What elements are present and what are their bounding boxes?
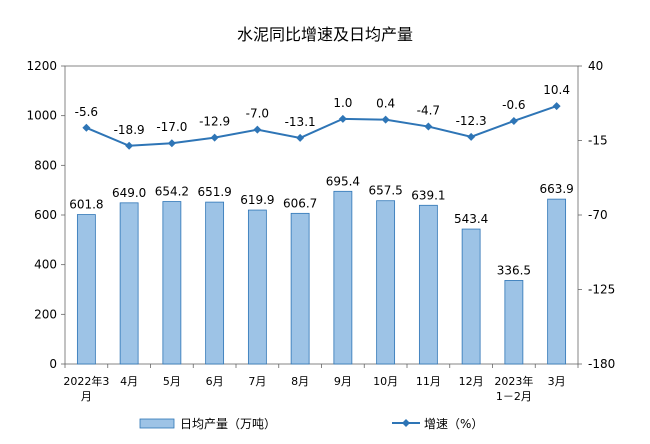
bar [205,201,225,365]
line-value-label: -12.3 [456,114,487,128]
x-tick-label: 11月 [416,375,441,388]
legend-bar-swatch [139,418,175,429]
bar [290,212,310,365]
bar-value-label: 695.4 [326,174,360,188]
line-value-label: 1.0 [333,96,352,110]
plot-area: 0 200 400 600 800 1000 1200 -180 -125 -70 -15 40 202… [26,59,615,403]
line-point [467,132,476,141]
x-tick-label: 7月 [248,375,266,388]
x-tick-label: 5月 [163,375,181,388]
y-left-tick-label: 1000 [26,109,57,123]
bar [461,228,481,365]
line-point [424,122,433,131]
bar [376,200,396,365]
line-value-label: -17.0 [156,120,187,134]
x-tick-label: 6月 [206,375,224,388]
y-left-tick-label: 600 [34,208,57,222]
bar [418,204,438,365]
line-point [509,116,518,125]
line-point [82,123,91,132]
line-point [552,102,561,111]
line-point [253,125,262,134]
bar [547,198,567,365]
x-tick-label: 1－2月 [496,390,532,403]
bar-value-label: 619.9 [240,193,274,207]
y-left-tick-label: 1200 [26,59,57,73]
x-tick-label: 2023年 [494,374,533,388]
line-value-label: -0.6 [502,98,525,112]
bar [247,209,267,365]
bar-value-label: 606.7 [283,196,317,210]
line-value-label: -4.7 [417,104,440,118]
bar-value-label: 543.4 [454,212,488,226]
chart-title: 水泥同比增速及日均产量 [237,25,413,44]
y-left-tick-label: 200 [34,307,57,321]
line-point [167,139,176,148]
bar-value-label: 336.5 [497,263,531,277]
x-tick-label: 12月 [459,375,484,388]
x-tick-label: 3月 [548,375,566,388]
line-value-label: -18.9 [114,123,145,137]
bar-value-label: 651.9 [197,185,231,199]
x-tick-label: 2022年3 [63,374,109,388]
bar-value-label: 639.1 [411,188,445,202]
line-value-label: 10.4 [543,83,570,97]
bar [119,202,139,365]
x-tick-label: 月 [81,390,92,403]
legend-line-label: 增速（%） [424,417,483,431]
plot-frame [64,65,579,365]
y-right-tick-label: -180 [588,357,615,371]
bar-value-label: 649.0 [112,186,146,200]
bar-value-label: 657.5 [368,184,402,198]
x-tick-label: 4月 [120,375,138,388]
bar [162,201,182,365]
y-left-tick-label: 400 [34,258,57,272]
bar-value-label: 654.2 [155,185,189,199]
line-point [381,115,390,124]
line-point [125,141,134,150]
y-left-tick-label: 800 [34,158,57,172]
line-value-label: -13.1 [285,115,316,129]
x-tick-label: 9月 [334,375,352,388]
legend: 日均产量（万吨） 增速（%） [139,417,483,431]
x-tick-label: 10月 [373,375,398,388]
bar [504,280,524,365]
y-right-tick-label: -125 [588,283,615,297]
line-value-label: 0.4 [376,97,395,111]
line-point [338,114,347,123]
line-series [85,105,557,147]
bar [76,214,96,365]
bar-value-label: 601.8 [69,198,103,212]
x-tick-label: 8月 [291,375,309,388]
legend-line-marker [402,419,410,427]
y-right-tick-label: -70 [588,208,608,222]
line-value-label: -12.9 [199,115,230,129]
bar [333,190,353,365]
line-value-label: -7.0 [246,107,269,121]
bar-value-label: 663.9 [539,182,573,196]
line-point [296,133,305,142]
y-right-tick-label: 40 [588,59,603,73]
y-right-tick-label: -15 [588,134,608,148]
y-left-tick-label: 0 [49,357,57,371]
line-point [210,133,219,142]
line-value-label: -5.6 [75,105,98,119]
legend-bar-label: 日均产量（万吨） [180,417,276,431]
